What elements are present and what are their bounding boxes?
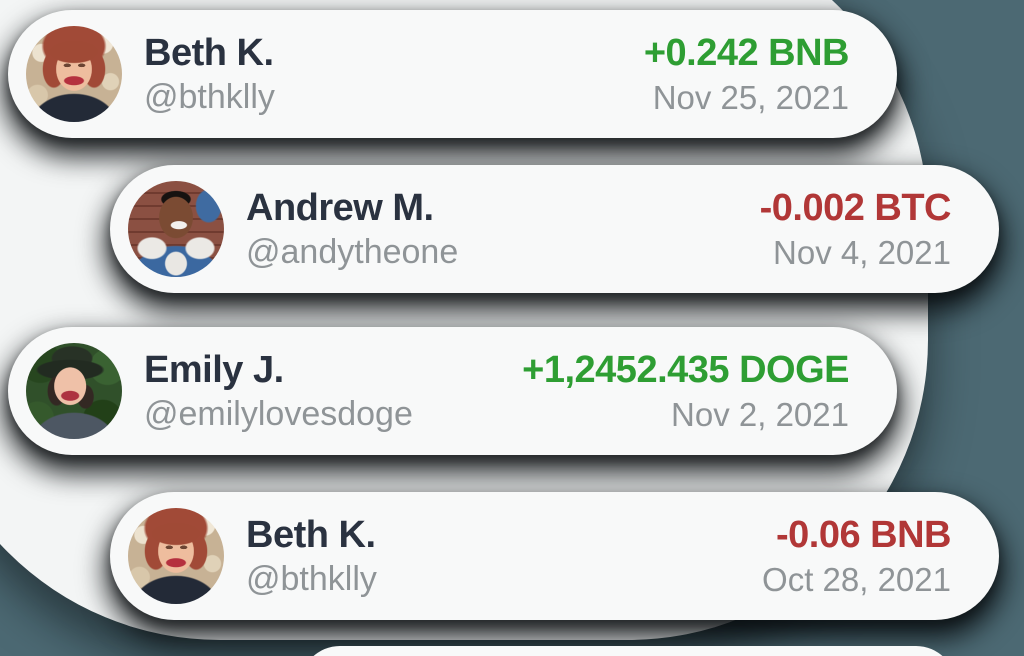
transaction-amount: +1,2452.435 DOGE <box>522 348 849 391</box>
transaction-card[interactable]: Beth K. @bthklly -0.06 BNB Oct 28, 2021 <box>110 492 999 620</box>
transaction-date: Nov 2, 2021 <box>671 395 849 433</box>
transaction-card[interactable]: Beth K. @bthklly +0.242 BNB Nov 25, 2021 <box>8 10 897 138</box>
user-name: Beth K. <box>246 513 376 556</box>
transaction-amount: -0.06 BNB <box>776 513 951 556</box>
user-info: Andrew M. @andytheone <box>246 186 760 271</box>
transaction-info: -0.002 BTC Nov 4, 2021 <box>759 186 999 271</box>
user-handle: @andytheone <box>246 232 459 271</box>
user-name: Beth K. <box>144 31 274 74</box>
transaction-date: Nov 25, 2021 <box>652 78 849 116</box>
avatar <box>128 181 224 277</box>
transaction-amount: -0.002 BTC <box>759 186 952 229</box>
user-info: Emily J. @emilylovesdoge <box>144 348 522 433</box>
transaction-info: +1,2452.435 DOGE Nov 2, 2021 <box>522 348 897 433</box>
user-handle: @emilylovesdoge <box>144 394 413 433</box>
user-handle: @bthklly <box>246 559 377 598</box>
user-name: Andrew M. <box>246 186 434 229</box>
transaction-date: Oct 28, 2021 <box>762 560 951 598</box>
transaction-date: Nov 4, 2021 <box>773 233 951 271</box>
user-info: Beth K. @bthklly <box>144 31 644 116</box>
transaction-info: +0.242 BNB Nov 25, 2021 <box>643 31 897 116</box>
transaction-amount: +0.242 BNB <box>643 31 850 74</box>
next-card-peek[interactable] <box>300 646 956 656</box>
transaction-info: -0.06 BNB Oct 28, 2021 <box>762 513 999 598</box>
transaction-card[interactable]: Emily J. @emilylovesdoge +1,2452.435 DOG… <box>8 327 897 455</box>
transaction-card[interactable]: Andrew M. @andytheone -0.002 BTC Nov 4, … <box>110 165 999 293</box>
user-name: Emily J. <box>144 348 284 391</box>
avatar <box>128 508 224 604</box>
avatar <box>26 343 122 439</box>
avatar <box>26 26 122 122</box>
user-info: Beth K. @bthklly <box>246 513 762 598</box>
user-handle: @bthklly <box>144 77 275 116</box>
